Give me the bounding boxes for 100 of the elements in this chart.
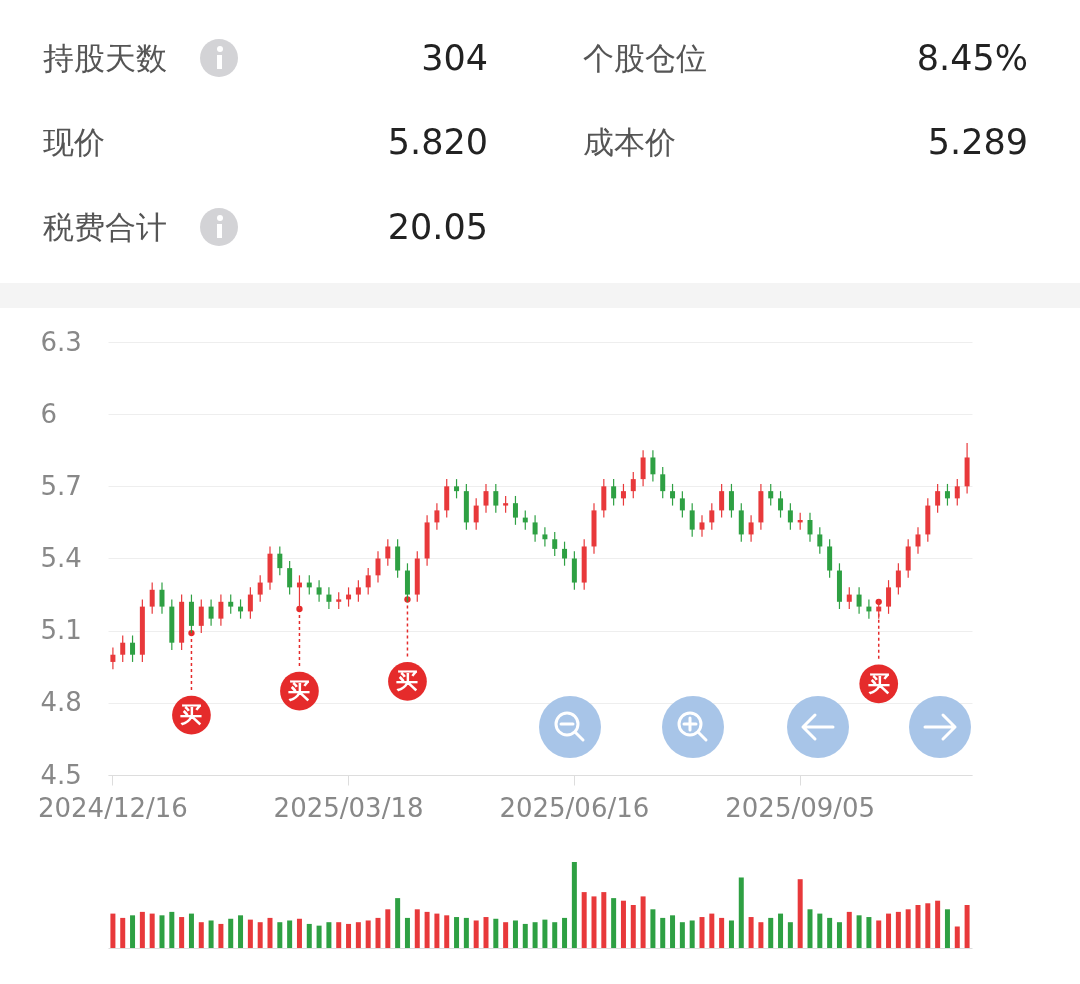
bar: [925, 903, 931, 948]
candlestick: [886, 579, 892, 615]
bar: [404, 917, 410, 948]
bar: [473, 920, 479, 948]
bar: [267, 917, 273, 948]
bar: [591, 896, 597, 948]
bar: [738, 877, 744, 948]
bar: [935, 900, 941, 948]
bar: [571, 862, 577, 948]
candlestick: [287, 560, 293, 596]
bar: [277, 922, 283, 948]
candlestick: [277, 545, 283, 576]
candlestick: [709, 502, 715, 531]
bar: [434, 913, 440, 948]
candlestick: [846, 586, 852, 610]
candlestick: [120, 634, 126, 663]
candlestick: [856, 586, 862, 615]
bar: [130, 915, 136, 948]
bar: [238, 915, 244, 948]
bar: [503, 922, 509, 948]
point: [188, 629, 195, 637]
bar: [728, 920, 734, 948]
candlestick: [620, 483, 626, 507]
x-tick-label: 2025/06/16: [499, 792, 650, 823]
y-tick-label: 6: [40, 398, 58, 429]
text: 持股天数: [43, 39, 167, 78]
bar: [787, 922, 793, 948]
bar: [679, 922, 685, 948]
bar: [542, 919, 548, 948]
y-tick-label: 5.4: [40, 543, 82, 573]
bar: [650, 909, 656, 948]
candlestick: [778, 490, 784, 519]
bar: [257, 922, 263, 948]
candlestick: [198, 598, 204, 634]
candlestick: [473, 497, 479, 531]
bar: [895, 911, 901, 948]
candlestick: [512, 495, 518, 526]
x-tick-label: 2025/03/18: [273, 792, 424, 823]
candlestick: [944, 483, 950, 507]
bar: [355, 922, 361, 948]
bar: [208, 920, 214, 948]
candlestick: [218, 593, 224, 627]
bar: [149, 913, 155, 948]
data-label: 买: [180, 702, 203, 728]
candlestick: [228, 593, 234, 615]
bar: [758, 922, 764, 948]
bar: [336, 922, 342, 948]
candlestick: [679, 490, 685, 519]
candlestick: [719, 483, 725, 519]
candlestick: [807, 512, 813, 543]
candlestick: [375, 550, 381, 584]
bar: [876, 920, 882, 948]
x-tick-label: 2025/09/05: [725, 792, 876, 823]
bar: [670, 915, 676, 948]
candlestick: [660, 466, 666, 499]
bar: [660, 917, 666, 948]
candlestick: [532, 514, 538, 543]
candlestick: [355, 579, 361, 603]
bar: [552, 922, 558, 948]
bar: [709, 913, 715, 948]
bar: [856, 915, 862, 948]
candlestick: [326, 586, 332, 610]
data-label: 买: [288, 678, 311, 704]
candlestick: [650, 449, 656, 483]
bar: [817, 913, 823, 948]
candlestick: [130, 634, 136, 663]
bar: [316, 925, 322, 948]
bar: [807, 909, 813, 948]
bar: [768, 917, 774, 948]
bar: [198, 922, 204, 948]
candlestick: [434, 502, 440, 531]
candlestick: [493, 483, 499, 514]
candlestick: [954, 478, 960, 507]
bar: [159, 915, 165, 948]
candlestick: [689, 502, 695, 538]
bar: [296, 918, 302, 948]
bar: [964, 905, 970, 948]
bar: [395, 898, 401, 948]
candlestick: [247, 586, 253, 620]
candlestick: [385, 538, 391, 567]
text: 个股仓位: [583, 39, 707, 78]
bar: [778, 913, 784, 948]
bar: [719, 917, 725, 948]
bar: [581, 892, 587, 948]
bar: [483, 917, 489, 948]
bar: [287, 920, 293, 948]
y-tick-label: 4.8: [40, 687, 82, 718]
candlestick: [110, 646, 116, 670]
candlestick: [670, 483, 676, 507]
data-label: 买: [396, 668, 419, 694]
bar: [905, 909, 911, 948]
bar: [699, 917, 705, 948]
candlestick: [365, 567, 371, 596]
text: 现价: [43, 123, 105, 162]
bar: [611, 898, 617, 948]
bar: [601, 892, 607, 948]
candlestick: [630, 471, 636, 499]
text: 304: [420, 38, 488, 78]
bar: [365, 920, 371, 948]
bar: [915, 905, 921, 948]
